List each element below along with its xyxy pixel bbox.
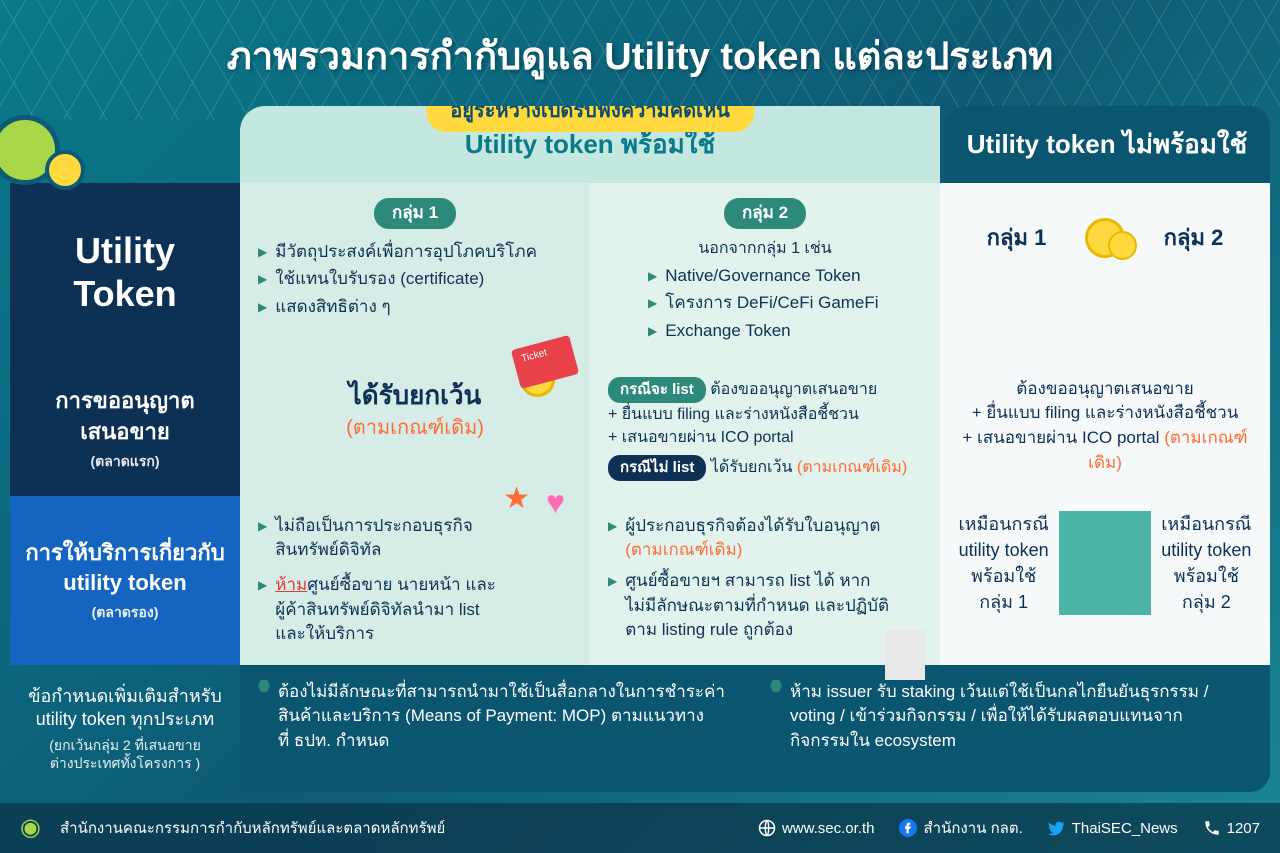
- service-g1-item: ห้ามศูนย์ซื้อขาย นายหน้า และ ผู้ค้าสินทร…: [258, 573, 572, 647]
- cell-service-notready: เหมือนกรณี utility token พร้อมใช้ กลุ่ม …: [940, 496, 1270, 665]
- cell-additional: ต้องไม่มีลักษณะที่สามารถนำมาใช้เป็นสื่อก…: [240, 665, 1270, 792]
- row-label-additional: ข้อกำหนดเพิ่มเติมสำหรับ utility token ทุ…: [10, 665, 240, 792]
- row-label-service: การให้บริการเกี่ยวกับ utility token(ตลาด…: [10, 496, 240, 665]
- additional-b2: ห้าม issuer รับ staking เว้นแต่ใช้เป็นกล…: [790, 680, 1208, 777]
- additional-b1: ต้องไม่มีลักษณะที่สามารถนำมาใช้เป็นสื่อก…: [278, 680, 725, 777]
- cell-group1-def: กลุ่ม 1 มีวัตถุประสงค์เพื่อการอุปโภคบริโ…: [240, 183, 590, 362]
- header-ready: อยู่ระหว่างเปิดรับฟังความคิดเห็น Utility…: [240, 106, 940, 183]
- approval-g2-nolist-text: ได้รับยกเว้น: [711, 459, 797, 476]
- footer-web: www.sec.or.th: [758, 819, 875, 837]
- service-g2-item: ผู้ประกอบธุรกิจต้องได้รับใบอนุญาต(ตามเกณ…: [608, 514, 922, 563]
- notready-g2-label: กลุ่ม 2: [1164, 225, 1224, 250]
- pill-no-list: กรณีไม่ list: [608, 455, 706, 481]
- footer-tel: 1207: [1203, 819, 1260, 837]
- row-label-approval: การขออนุญาต เสนอขาย(ตลาดแรก): [10, 362, 240, 496]
- group2-item: Exchange Token: [648, 319, 922, 344]
- service-notready-c1: เหมือนกรณี utility token พร้อมใช้ กลุ่ม …: [958, 511, 1049, 615]
- cell-service-g1: ไม่ถือเป็นการประกอบธุรกิจ สินทรัพย์ดิจิท…: [240, 496, 590, 665]
- title-bar: ภาพรวมการกำกับดูแล Utility token แต่ละปร…: [0, 0, 1280, 101]
- hex-bullet-icon: [258, 680, 270, 692]
- approval-g1-sub: (ตามเกณฑ์เดิม): [258, 414, 572, 443]
- footer-tw: ThaiSEC_News: [1048, 819, 1178, 837]
- pill-will-list: กรณีจะ list: [608, 377, 706, 403]
- facebook-icon: [899, 819, 917, 837]
- group1-item: ใช้แทนใบรับรอง (certificate): [258, 267, 572, 292]
- page-title: ภาพรวมการกำกับดูแล Utility token แต่ละปร…: [20, 25, 1260, 86]
- pill-group1: กลุ่ม 1: [374, 198, 456, 229]
- footer: ◉ สำนักงานคณะกรรมการกำกับหลักทรัพย์และตล…: [0, 803, 1280, 853]
- phone-icon: [1203, 819, 1221, 837]
- group2-item: โครงการ DeFi/CeFi GameFi: [648, 291, 922, 316]
- cell-approval-g2: กรณีจะ list ต้องขออนุญาตเสนอขาย + ยื่นแบ…: [590, 362, 940, 496]
- header-not-ready: Utility token ไม่พร้อมใช้: [944, 106, 1270, 183]
- group1-item: แสดงสิทธิต่าง ๆ: [258, 295, 572, 320]
- heart-icon: ♥: [546, 479, 565, 525]
- decorative-circles: [0, 115, 85, 190]
- pill-group2: กลุ่ม 2: [724, 198, 806, 229]
- group2-item: Native/Governance Token: [648, 264, 922, 289]
- service-g2-item: ศูนย์ซื้อขายฯ สามารถ list ได้ หาก ไม่มีล…: [608, 569, 922, 643]
- footer-fb: สำนักงาน กลต.: [899, 816, 1022, 840]
- cell-service-g2: ผู้ประกอบธุรกิจต้องได้รับใบอนุญาต(ตามเกณ…: [590, 496, 940, 665]
- globe-icon: [758, 819, 776, 837]
- footer-org: สำนักงานคณะกรรมการกำกับหลักทรัพย์และตลาด…: [60, 816, 445, 840]
- cell-notready-groups: กลุ่ม 1 กลุ่ม 2: [940, 183, 1270, 362]
- service-notready-c2: เหมือนกรณี utility token พร้อมใช้ กลุ่ม …: [1161, 511, 1252, 615]
- row-label-utility-token: Utility Token: [10, 183, 240, 362]
- sec-logo: ◉: [20, 813, 50, 843]
- notready-g1-label: กลุ่ม 1: [987, 225, 1047, 250]
- twitter-icon: [1048, 819, 1066, 837]
- star-icon: ★: [503, 477, 530, 521]
- group1-item: มีวัตถุประสงค์เพื่อการอุปโภคบริโภค: [258, 240, 572, 265]
- group2-subtitle: นอกจากกลุ่ม 1 เช่น: [608, 237, 922, 260]
- document-icon: [885, 630, 925, 680]
- cell-group2-def: กลุ่ม 2 นอกจากกลุ่ม 1 เช่น Native/Govern…: [590, 183, 940, 362]
- main-table: อยู่ระหว่างเปิดรับฟังความคิดเห็น Utility…: [10, 106, 1270, 792]
- coin-icon: [1085, 218, 1125, 258]
- service-g1-item: ไม่ถือเป็นการประกอบธุรกิจ สินทรัพย์ดิจิท…: [258, 514, 572, 563]
- status-badge: อยู่ระหว่างเปิดรับฟังความคิดเห็น: [426, 106, 754, 132]
- cell-approval-notready: ต้องขออนุญาตเสนอขาย + ยื่นแบบ filing และ…: [940, 362, 1270, 496]
- hex-bullet-icon: [770, 680, 782, 692]
